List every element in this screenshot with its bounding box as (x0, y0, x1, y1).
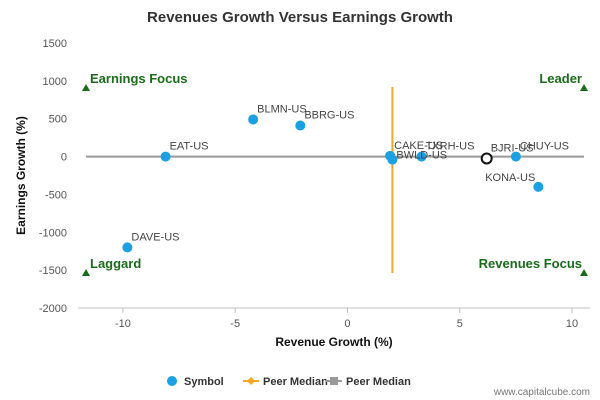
data-point (160, 151, 171, 162)
legend-label: Peer Median (263, 376, 328, 388)
quadrant-marker-bottom-right (580, 269, 588, 276)
data-point (122, 242, 133, 253)
legend-symbol-diamond (247, 377, 255, 385)
y-tick-label: 1500 (43, 38, 67, 50)
x-tick-label: 0 (344, 318, 350, 330)
y-tick-label: 500 (49, 114, 67, 126)
x-tick-label: 5 (457, 318, 463, 330)
data-points (122, 114, 544, 253)
data-point (248, 114, 259, 125)
quadrant-label-bottom-right: Revenues Focus (479, 256, 582, 271)
data-point-label: BBRG-US (304, 110, 354, 122)
data-point (387, 154, 398, 165)
highlight-point (480, 152, 493, 165)
data-point (533, 181, 544, 192)
y-tick-label: -500 (45, 189, 67, 201)
x-tick-label: 10 (566, 318, 578, 330)
data-point-label: CAKE-US (394, 140, 443, 152)
y-tick-label: -1000 (39, 227, 67, 239)
chart-title: Revenues Growth Versus Earnings Growth (147, 9, 453, 26)
legend-label: Peer Median (346, 376, 411, 388)
y-tick-label: -1500 (39, 265, 67, 277)
data-point-label: CHUY-US (520, 141, 569, 153)
data-point (510, 151, 521, 162)
y-tick-label: -2000 (39, 303, 67, 315)
x-tick-label: -5 (230, 318, 240, 330)
y-tick-label: 0 (61, 152, 67, 164)
quadrant-label-top-left: Earnings Focus (90, 71, 188, 86)
quadrant-labels: Earnings Focus Leader Laggard Revenues Focu… (82, 71, 588, 276)
data-point-label: BWLD-US (396, 150, 447, 162)
legend-symbol-circle (167, 376, 177, 386)
quadrant-marker-top-left (82, 84, 90, 91)
data-point (295, 120, 306, 131)
quadrant-marker-top-right (580, 84, 588, 91)
x-tick-label: -10 (115, 318, 131, 330)
y-axis-title: Earnings Growth (%) (14, 116, 28, 235)
quadrant-label-bottom-left: Laggard (90, 256, 141, 271)
data-point-label: DAVE-US (131, 231, 179, 243)
legend: Symbol Peer Median Peer Median (167, 376, 411, 388)
data-point-label: BLMN-US (257, 103, 307, 115)
data-point-label: TXRH-US (426, 141, 475, 153)
quadrant-marker-bottom-left (82, 269, 90, 276)
data-point-label: EAT-US (170, 141, 209, 153)
data-point (416, 151, 427, 162)
x-tick-labels: -10 -5 0 5 10 (115, 308, 578, 330)
quadrant-label-top-right: Leader (539, 71, 582, 86)
y-tick-labels: 1500 1000 500 0 -500 -1000 -1500 -2000 (39, 38, 67, 315)
data-point-label: KONA-US (485, 172, 535, 184)
credit-text: www.capitalcube.com (493, 387, 590, 398)
y-tick-label: 1000 (43, 76, 67, 88)
highlight-point-label: BJRI-US (491, 142, 534, 154)
legend-symbol-square (330, 377, 338, 385)
x-axis-title: Revenue Growth (%) (275, 335, 392, 349)
legend-label: Symbol (184, 376, 224, 388)
